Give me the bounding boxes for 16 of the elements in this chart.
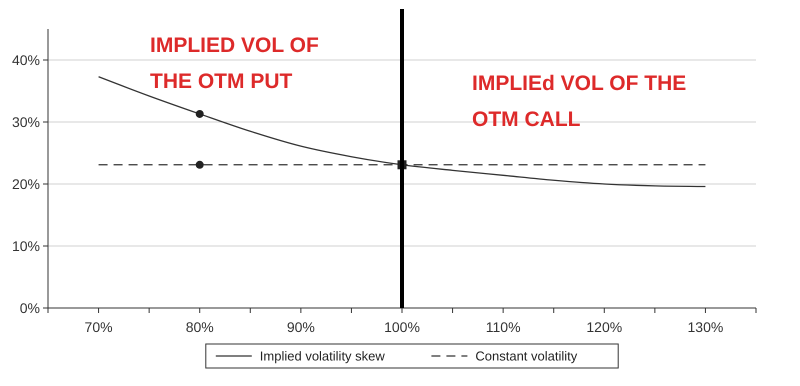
annotation: IMPLIED VOL OF THE OTM PUT [150, 34, 319, 93]
y-tick-label: 20% [12, 176, 40, 192]
y-tick-label: 0% [20, 300, 40, 316]
annotation: IMPLIEd VOL OF THE OTM CALL [472, 72, 686, 131]
x-tick-label: 100% [384, 319, 420, 335]
x-tick-label: 130% [688, 319, 724, 335]
y-tick-label: 10% [12, 238, 40, 254]
legend-label: Constant volatility [475, 348, 578, 364]
legend-label: Implied volatility skew [260, 348, 386, 364]
x-tick-label: 70% [84, 319, 113, 335]
y-tick-label: 40% [12, 52, 40, 68]
x-tick-label: 90% [286, 319, 315, 335]
x-tick-label: 80% [186, 319, 214, 335]
x-tick-label: 120% [586, 319, 622, 335]
x-tick-label: 110% [486, 319, 521, 335]
y-tick-label: 30% [12, 114, 40, 130]
